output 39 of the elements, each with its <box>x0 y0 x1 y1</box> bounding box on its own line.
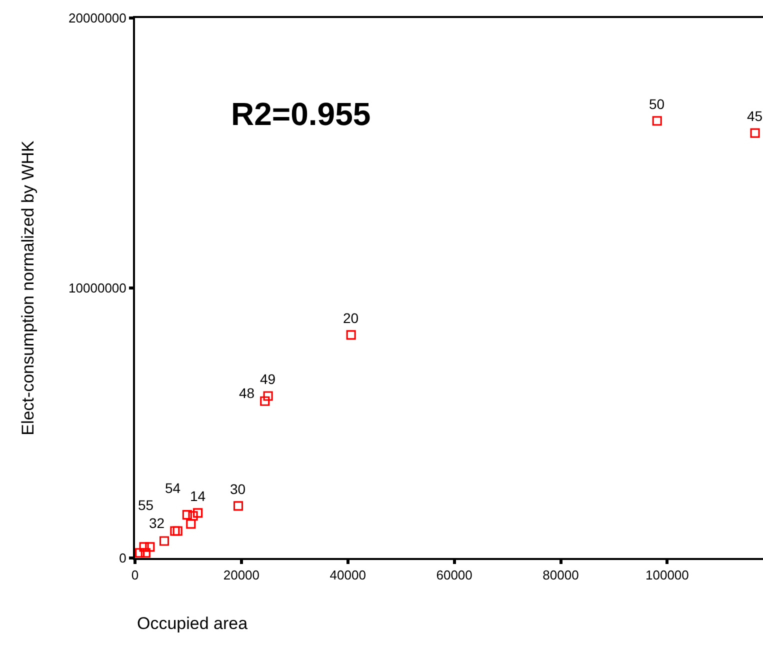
y-tick-label: 10000000 <box>68 280 126 296</box>
point <box>170 526 180 536</box>
annotation: 49 <box>260 371 276 387</box>
x-tick-label: 80000 <box>542 568 579 583</box>
x-tick-label: 100000 <box>646 568 689 583</box>
point <box>140 548 150 558</box>
x-tick-label: 20000 <box>223 568 260 583</box>
point <box>263 391 273 401</box>
y-tick-label: 0 <box>119 550 126 566</box>
point <box>159 536 170 546</box>
annotation: 50 <box>649 96 665 112</box>
annotation: 32 <box>149 515 165 531</box>
point <box>186 519 196 529</box>
point <box>139 542 149 552</box>
annotation: 55 <box>138 497 154 513</box>
point <box>145 542 155 552</box>
annotation: 48 <box>239 385 255 401</box>
point <box>193 508 203 518</box>
annotation: 45 <box>747 108 763 124</box>
point <box>172 526 182 536</box>
annotation: 14 <box>190 488 206 504</box>
point <box>233 501 244 511</box>
x-axis-title: Occupied area <box>137 614 248 633</box>
point <box>260 396 270 406</box>
x-tick-label: 40000 <box>330 568 366 583</box>
point <box>652 116 662 126</box>
annotation: 30 <box>230 481 246 497</box>
point <box>346 330 356 340</box>
y-tick-label: 20000000 <box>68 10 126 26</box>
annotation: 20 <box>343 310 359 326</box>
point <box>182 510 192 520</box>
point <box>750 128 760 138</box>
x-tick-label: 60000 <box>436 568 472 583</box>
point <box>134 548 145 558</box>
annotation: R2=0.955 <box>231 96 371 132</box>
x-tick-label: 0 <box>131 568 139 583</box>
annotation: 54 <box>165 480 181 496</box>
point <box>188 511 198 521</box>
y-axis-title: Elect-consumption normalized by WHK <box>18 140 38 436</box>
